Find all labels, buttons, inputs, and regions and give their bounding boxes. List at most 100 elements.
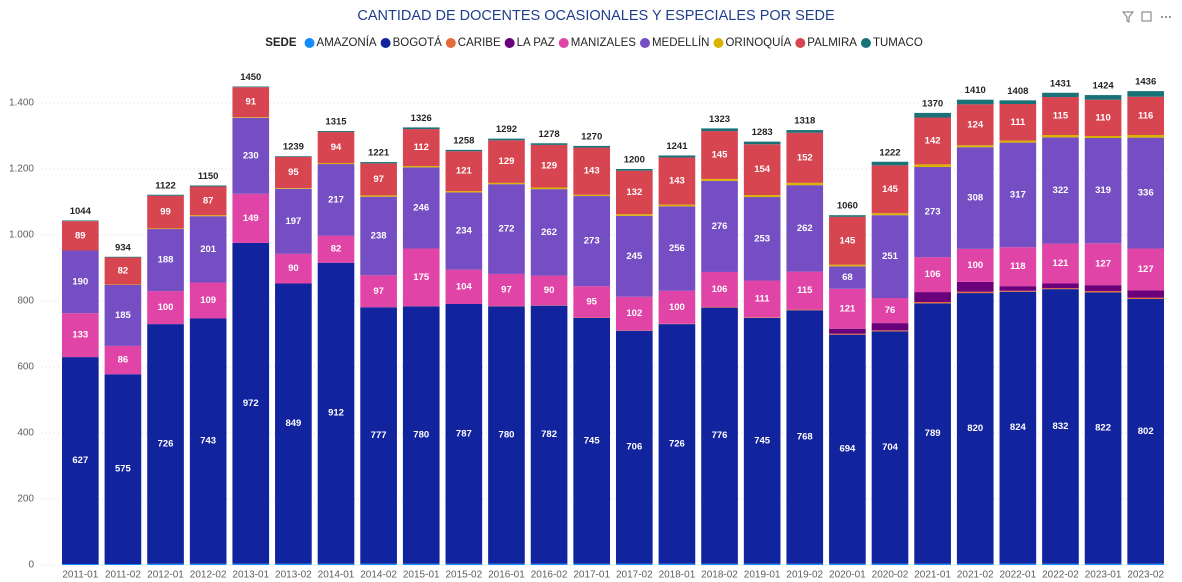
legend-label: AMAZONÍA: [317, 36, 377, 49]
bar-segment: [189, 186, 227, 216]
filter-icon[interactable]: [1121, 11, 1135, 23]
bar-segment: [999, 286, 1037, 291]
bar-segment: [1127, 91, 1165, 97]
x-tick-label: 2021-01: [914, 570, 951, 581]
data-label: 726: [158, 438, 174, 449]
y-tick-label: 1.400: [9, 98, 34, 109]
data-label: 129: [541, 161, 557, 172]
bar-segment: [1042, 289, 1079, 564]
bar-segment: [615, 214, 653, 216]
x-tick-label: 2018-02: [701, 570, 738, 581]
bar-segment: [104, 374, 142, 565]
bar-segment: [658, 157, 696, 205]
bar-segment: [829, 266, 866, 289]
data-label: 575: [115, 464, 132, 475]
bar-segment: [360, 163, 397, 196]
bar-segment: [829, 216, 866, 265]
x-tick-label: 2013-02: [275, 570, 312, 581]
legend-label: BOGOTÁ: [393, 36, 443, 49]
x-tick-label: 2014-02: [360, 570, 397, 581]
bar-segment: [829, 264, 866, 267]
data-label: 789: [925, 428, 941, 439]
x-tick-label: 2012-02: [190, 570, 227, 581]
bar-segment: [104, 564, 142, 565]
bar-segment: [573, 145, 611, 148]
bar-segment: [1084, 285, 1122, 292]
x-tick-label: 2017-02: [616, 570, 653, 581]
bar-segment: [530, 187, 568, 190]
total-label: 1122: [155, 180, 176, 191]
data-label: 745: [754, 435, 771, 446]
y-tick-label: 800: [17, 296, 34, 307]
bar-segment: [701, 178, 738, 181]
data-label: 90: [288, 263, 299, 274]
bar-segment: [317, 163, 355, 165]
chart-title: CANTIDAD DE DOCENTES OCASIONALES Y ESPEC…: [357, 8, 835, 24]
bar-segment: [956, 104, 994, 146]
legend-label: PALMIRA: [807, 37, 857, 49]
data-label: 115: [797, 285, 813, 296]
bar-segment: [402, 167, 440, 249]
legend-label: CARIBE: [458, 37, 501, 49]
data-label: 82: [331, 244, 342, 255]
bar-segment: [956, 293, 994, 564]
bar-segment: [743, 317, 781, 564]
bar-segment: [658, 155, 696, 158]
bar-segment: [615, 563, 653, 565]
visual-header-icons[interactable]: [1121, 11, 1171, 23]
bar-segment: [786, 182, 824, 186]
bar-segment: [743, 195, 781, 198]
data-label: 86: [118, 355, 129, 366]
data-label: 124: [967, 119, 984, 130]
bar-segment: [445, 151, 483, 192]
data-label: 154: [754, 164, 771, 175]
data-label: 780: [499, 429, 515, 440]
bar-segment: [402, 127, 440, 130]
bar-segment: [658, 206, 696, 291]
y-tick-label: 400: [17, 428, 34, 439]
bar-segment: [530, 144, 568, 188]
bar-segment: [488, 563, 525, 565]
bar-segment: [956, 248, 994, 282]
data-label: 142: [925, 135, 941, 146]
bar-segment: [956, 147, 994, 249]
legend-label: LA PAZ: [517, 37, 555, 49]
data-label: 787: [456, 428, 472, 439]
bar-segment: [743, 317, 781, 318]
bar-segment: [445, 269, 483, 304]
bar-segment: [1042, 97, 1079, 136]
x-tick-label: 2016-01: [488, 570, 525, 581]
bar-segment: [573, 196, 611, 287]
bar-segment: [275, 253, 312, 284]
bar-segment: [530, 189, 568, 276]
bar-segment: [402, 563, 440, 565]
total-label: 1408: [1007, 86, 1028, 97]
data-label: 185: [115, 310, 132, 321]
bar-segment: [147, 229, 184, 292]
bar-segment: [914, 292, 951, 302]
data-label: 262: [797, 223, 813, 234]
bar-segment: [445, 149, 483, 152]
data-label: 253: [754, 233, 770, 244]
data-label: 273: [584, 236, 600, 247]
data-label: 230: [243, 150, 259, 161]
bar-segment: [317, 164, 355, 236]
data-label: 317: [1010, 189, 1026, 200]
bar-segment: [786, 309, 824, 311]
bar-segment: [829, 334, 866, 564]
x-tick-label: 2022-02: [1042, 570, 1079, 581]
bar-segment: [1084, 137, 1122, 244]
bar-segment: [573, 286, 611, 318]
y-tick-label: 0: [28, 560, 34, 571]
x-tick-label: 2012-01: [147, 570, 184, 581]
bar-segment: [189, 185, 227, 187]
focus-icon[interactable]: [1141, 11, 1152, 22]
data-label: 100: [158, 302, 174, 313]
bar-segment: [488, 182, 525, 185]
bar-segment: [232, 87, 270, 118]
bar-segment: [871, 331, 909, 564]
more-icon[interactable]: [1161, 16, 1171, 18]
bar-segment: [61, 357, 99, 565]
data-label: 143: [584, 166, 600, 177]
data-label: 201: [200, 244, 217, 255]
